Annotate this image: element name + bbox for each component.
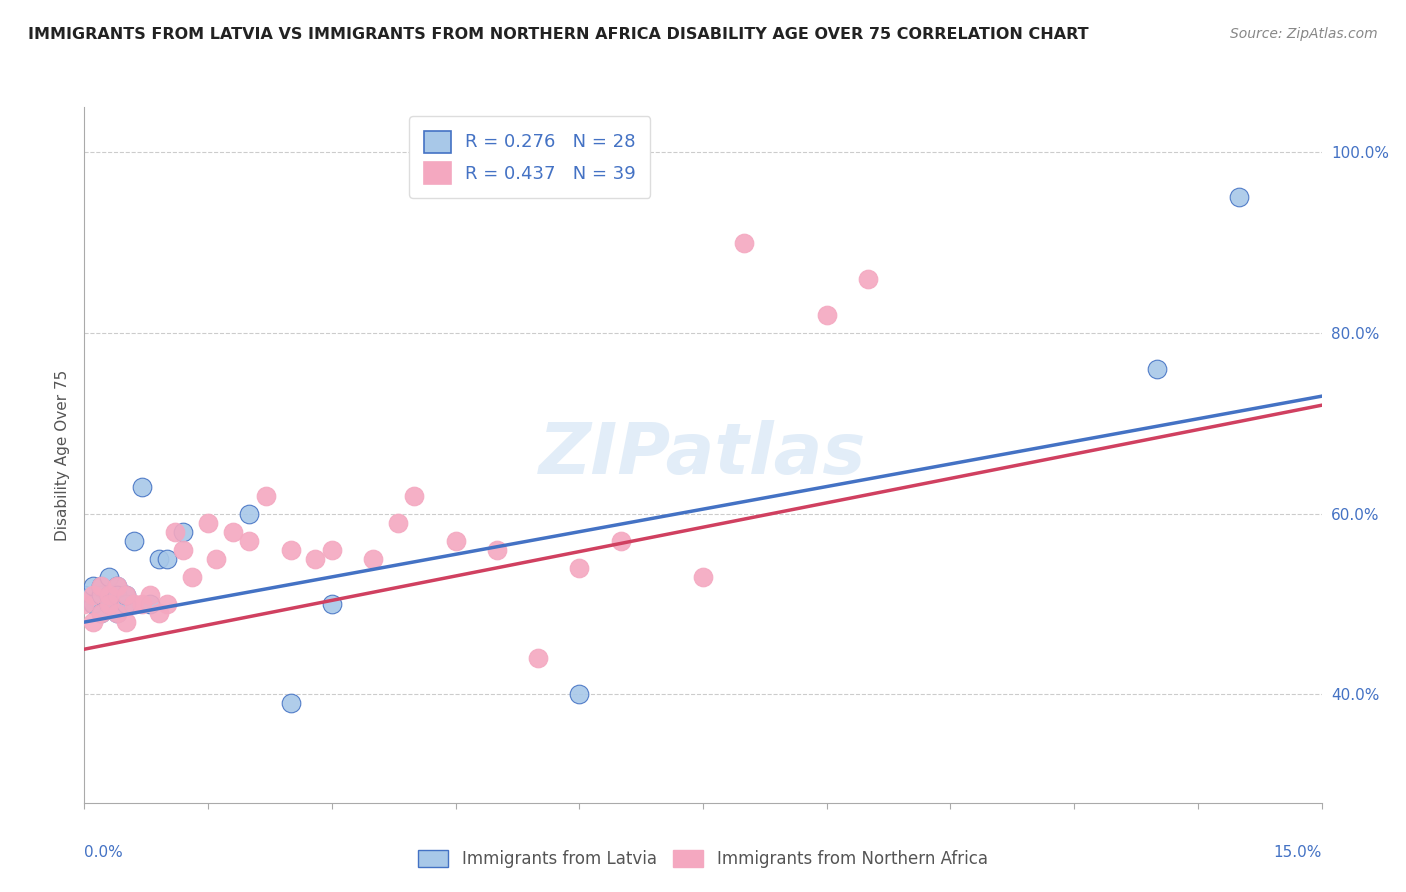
Point: [90, 579, 112, 593]
Point: [114, 588, 136, 602]
Point: [815, 308, 838, 322]
Point: [122, 597, 145, 611]
Point: [444, 533, 467, 548]
Point: [205, 551, 228, 566]
Text: 15.0%: 15.0%: [1274, 845, 1322, 860]
Point: [114, 588, 136, 602]
Point: [280, 542, 302, 557]
Point: [98, 597, 121, 611]
Point: [1146, 362, 1168, 376]
Point: [156, 551, 179, 566]
Point: [361, 551, 384, 566]
Point: [105, 579, 128, 593]
Point: [238, 533, 260, 548]
Point: [485, 542, 508, 557]
Point: [568, 561, 591, 575]
Point: [105, 579, 128, 593]
Point: [90, 579, 112, 593]
Point: [98, 597, 121, 611]
Point: [172, 524, 194, 539]
Point: [131, 597, 153, 611]
Point: [733, 235, 755, 250]
Point: [105, 606, 128, 620]
Point: [98, 597, 121, 611]
Legend: Immigrants from Latvia, Immigrants from Northern Africa: Immigrants from Latvia, Immigrants from …: [412, 843, 994, 875]
Point: [82, 579, 104, 593]
Point: [156, 597, 179, 611]
Point: [82, 588, 104, 602]
Point: [280, 697, 302, 711]
Point: [404, 489, 426, 503]
Point: [73, 588, 96, 602]
Point: [73, 597, 96, 611]
Text: 0.0%: 0.0%: [84, 845, 124, 860]
Point: [180, 570, 202, 584]
Point: [90, 606, 112, 620]
Point: [90, 588, 112, 602]
Text: ZIPatlas: ZIPatlas: [540, 420, 866, 490]
Point: [105, 606, 128, 620]
Text: Source: ZipAtlas.com: Source: ZipAtlas.com: [1230, 27, 1378, 41]
Point: [82, 615, 104, 629]
Point: [609, 533, 631, 548]
Point: [321, 597, 343, 611]
Point: [82, 597, 104, 611]
Point: [82, 597, 104, 611]
Point: [304, 551, 326, 566]
Point: [139, 597, 162, 611]
Point: [131, 479, 153, 493]
Point: [105, 588, 128, 602]
Point: [172, 542, 194, 557]
Point: [527, 651, 550, 665]
Point: [568, 687, 591, 701]
Point: [165, 524, 187, 539]
Point: [114, 597, 136, 611]
Point: [98, 570, 121, 584]
Point: [98, 588, 121, 602]
Point: [321, 542, 343, 557]
Point: [114, 615, 136, 629]
Point: [692, 570, 714, 584]
Text: IMMIGRANTS FROM LATVIA VS IMMIGRANTS FROM NORTHERN AFRICA DISABILITY AGE OVER 75: IMMIGRANTS FROM LATVIA VS IMMIGRANTS FRO…: [28, 27, 1088, 42]
Point: [197, 516, 219, 530]
Point: [1227, 190, 1250, 204]
Point: [90, 606, 112, 620]
Point: [148, 551, 170, 566]
Point: [139, 588, 162, 602]
Point: [98, 588, 121, 602]
Point: [254, 489, 277, 503]
Point: [222, 524, 245, 539]
Y-axis label: Disability Age Over 75: Disability Age Over 75: [55, 369, 70, 541]
Point: [238, 507, 260, 521]
Point: [856, 271, 879, 285]
Point: [387, 516, 409, 530]
Legend: R = 0.276   N = 28, R = 0.437   N = 39: R = 0.276 N = 28, R = 0.437 N = 39: [409, 116, 651, 198]
Point: [148, 606, 170, 620]
Point: [122, 533, 145, 548]
